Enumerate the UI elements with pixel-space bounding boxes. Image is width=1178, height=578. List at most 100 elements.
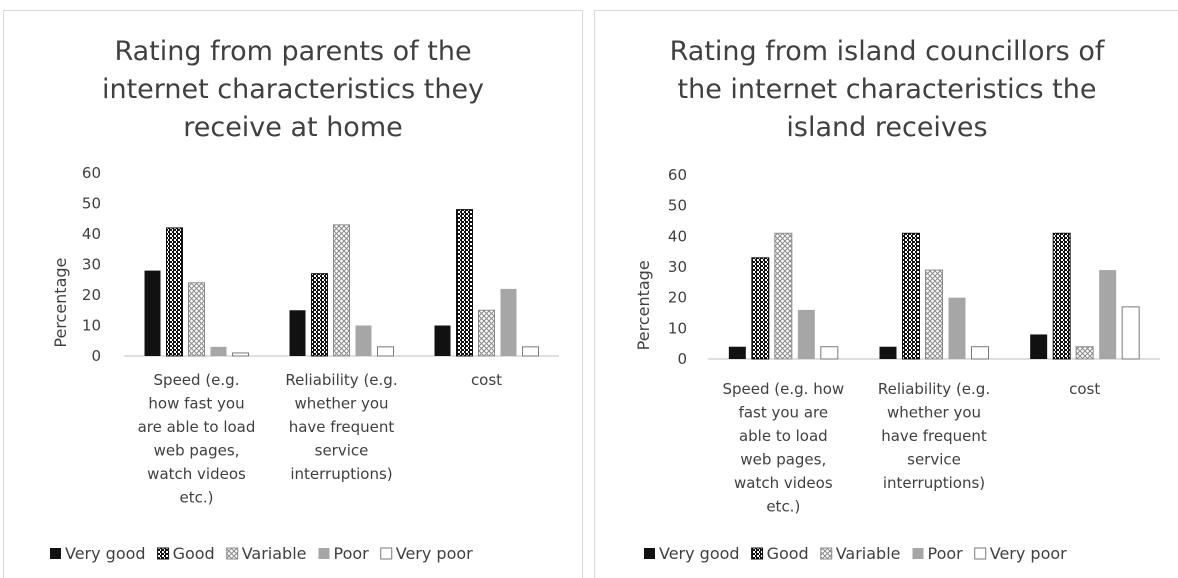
y-axis-label: Percentage	[634, 260, 653, 350]
bar-very-good	[879, 346, 897, 359]
chart-title-line: Rating from island councillors of	[669, 36, 1105, 67]
y-tick-label: 60	[82, 164, 101, 182]
legend-label-very-poor: Very poor	[990, 544, 1067, 563]
bar-variable	[925, 269, 943, 360]
bar-poor	[210, 346, 227, 356]
category-label: interruptions)	[290, 465, 392, 483]
legend-label-variable: Variable	[836, 544, 901, 563]
y-tick-label: 30	[668, 258, 687, 276]
bar-poor	[1099, 270, 1117, 359]
y-tick-label: 10	[82, 317, 101, 335]
bar-poor	[948, 297, 966, 359]
category-label: interruptions)	[883, 474, 985, 492]
y-tick-label: 40	[82, 225, 101, 243]
bar-very-good	[1030, 334, 1048, 359]
legend-label-variable: Variable	[242, 544, 307, 563]
legend-swatch-variable	[820, 547, 833, 560]
category-label: cost	[471, 371, 502, 389]
category-label: how fast you	[148, 395, 244, 413]
bar-very-poor	[820, 346, 839, 360]
bar-poor	[797, 309, 815, 359]
y-axis-label: Percentage	[51, 258, 70, 348]
bar-good	[456, 209, 473, 357]
bar-very-poor	[1121, 306, 1140, 360]
y-tick-label: 40	[668, 227, 687, 245]
y-tick-label: 60	[668, 166, 687, 184]
y-tick-label: 30	[82, 256, 101, 274]
bar-very-poor	[971, 346, 989, 360]
category-label: etc.)	[766, 498, 800, 516]
legend-label-poor: Poor	[334, 544, 370, 563]
bar-very-good	[728, 346, 746, 359]
legend-label-very-good: Very good	[659, 544, 740, 563]
chart-title-line: the internet characteristics the	[677, 74, 1097, 105]
legend-swatch-good	[751, 547, 764, 560]
legend-label-very-poor: Very poor	[396, 544, 473, 563]
bar-good	[1052, 232, 1071, 360]
legend-swatch-good	[157, 547, 170, 560]
category-label: cost	[1069, 380, 1100, 398]
bar-very-poor	[522, 346, 539, 357]
category-label: web pages,	[740, 451, 826, 469]
chart-title-line: island receives	[786, 112, 988, 143]
chart-title: Rating from island councillors of the in…	[595, 33, 1178, 147]
category-label: Speed (e.g.	[154, 371, 240, 389]
y-tick-label: 0	[677, 350, 687, 368]
legend-swatch-variable	[226, 547, 239, 560]
bar-chart-parents: 0 10 20 30 40 50 60 Percentage Speed (e.g. how fa…	[50, 164, 559, 563]
category-label: watch videos	[147, 465, 246, 483]
y-tick-label: 10	[668, 319, 687, 337]
legend-label-very-good: Very good	[65, 544, 146, 563]
chart-title-line: internet characteristics they	[101, 74, 485, 105]
bar-poor	[500, 288, 517, 356]
bar-very-poor	[377, 346, 394, 357]
bar-good	[166, 227, 183, 357]
category-label: watch videos	[734, 474, 833, 492]
category-label: are able to load	[138, 418, 256, 436]
category-label: able to load	[739, 427, 828, 445]
category-label: Speed (e.g. how	[723, 380, 845, 398]
category-label: fast you are	[739, 404, 829, 422]
y-tick-label: 20	[668, 289, 687, 307]
chart-title-line: Rating from parents of the	[114, 36, 472, 67]
bar-good	[902, 232, 920, 360]
chart-title-line: receive at home	[183, 112, 403, 143]
category-label: Reliability (e.g.	[285, 371, 397, 389]
legend-swatch-very-poor	[380, 547, 393, 560]
y-tick-label: 20	[82, 286, 101, 304]
bar-good	[311, 273, 328, 357]
bar-very-good	[289, 310, 306, 356]
bar-variable	[774, 232, 793, 360]
category-label: whether you	[294, 395, 388, 413]
bar-very-poor	[232, 352, 249, 357]
legend-label-good: Good	[173, 544, 215, 563]
chart-panel-councillors: Rating from island councillors of the in…	[594, 10, 1178, 578]
legend-swatch-very-good	[644, 548, 655, 559]
category-label: web pages,	[154, 442, 240, 460]
bar-variable	[188, 282, 205, 357]
legend-swatch-poor	[318, 548, 330, 559]
chart-title: Rating from parents of the internet char…	[4, 33, 582, 147]
legend-swatch-very-poor	[974, 547, 987, 560]
bar-variable	[333, 224, 350, 357]
y-tick-label: 0	[91, 347, 101, 365]
category-label: have frequent	[881, 427, 987, 445]
y-tick-label: 50	[82, 195, 101, 213]
category-label: service	[315, 442, 369, 460]
category-label: Reliability (e.g.	[878, 380, 990, 398]
legend-label-good: Good	[767, 544, 809, 563]
category-label: service	[907, 451, 961, 469]
bar-variable	[1075, 346, 1094, 360]
bar-poor	[355, 325, 372, 356]
y-tick-label: 50	[668, 197, 687, 215]
bar-very-good	[434, 325, 451, 356]
bar-good	[751, 257, 770, 360]
bar-chart-councillors: 0 10 20 30 40 50 60 Percentage Speed (e.g. how fa…	[634, 166, 1160, 563]
category-label: whether you	[887, 404, 981, 422]
legend-label-poor: Poor	[928, 544, 964, 563]
chart-panel-parents: Rating from parents of the internet char…	[3, 10, 583, 578]
category-label: have frequent	[289, 418, 395, 436]
category-label: etc.)	[180, 489, 214, 507]
legend-swatch-very-good	[50, 548, 61, 559]
bar-very-good	[144, 270, 161, 356]
